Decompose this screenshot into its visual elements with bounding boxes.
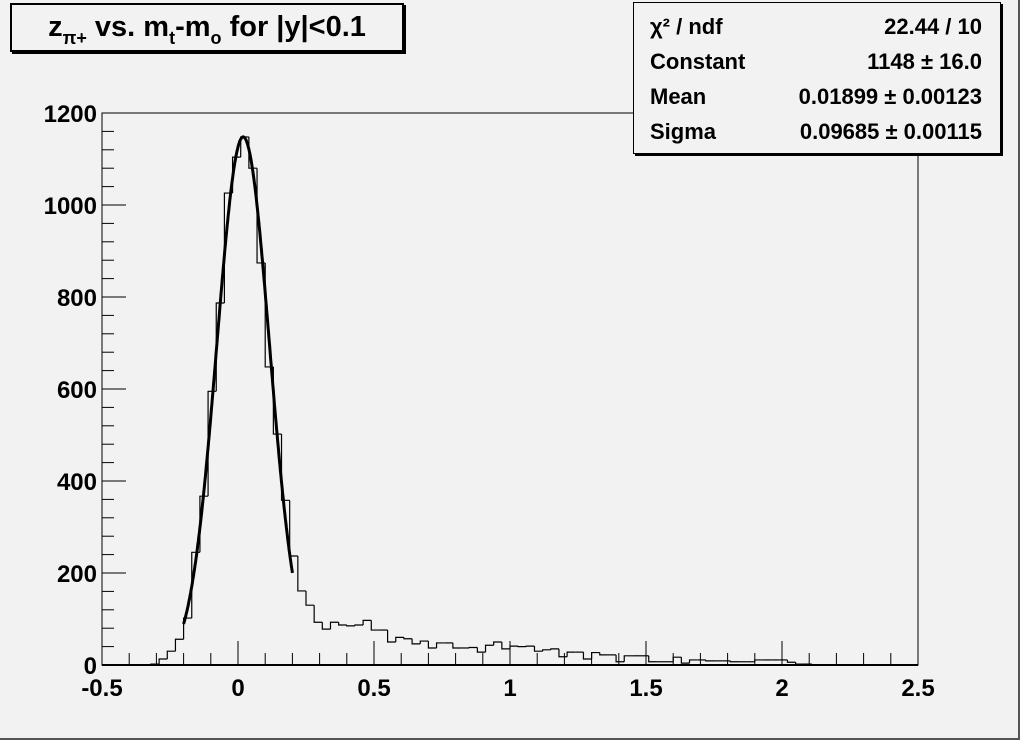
histogram-bin bbox=[615, 654, 625, 663]
histogram-bin bbox=[158, 658, 168, 665]
histogram-bin bbox=[280, 434, 290, 501]
histogram-bin bbox=[338, 622, 347, 626]
histogram-bin bbox=[166, 650, 176, 660]
stats-value: 0.01899 ± 0.00123 bbox=[798, 84, 982, 109]
y-tick-label: 0 bbox=[84, 653, 97, 680]
stats-value: 1148 ± 16.0 bbox=[867, 49, 982, 74]
stats-row-mean: Mean 0.01899 ± 0.00123 bbox=[650, 79, 982, 115]
histogram-bin bbox=[533, 646, 543, 652]
histogram-bin bbox=[493, 641, 502, 646]
histogram-bin bbox=[566, 651, 576, 657]
x-tick-label: 2.5 bbox=[901, 675, 934, 702]
histogram-bin bbox=[183, 617, 192, 640]
histogram-bin bbox=[729, 660, 739, 663]
histogram-bin bbox=[419, 640, 429, 644]
histogram-bin bbox=[550, 648, 559, 650]
stats-label: Constant bbox=[650, 49, 746, 74]
histogram-bin bbox=[452, 642, 462, 649]
x-tick-label: 2 bbox=[775, 675, 788, 702]
histogram-bin bbox=[435, 642, 445, 648]
histogram-bin bbox=[313, 605, 323, 623]
histogram-bin bbox=[362, 619, 372, 625]
histogram-bin bbox=[501, 642, 510, 650]
histogram-bin bbox=[321, 622, 331, 630]
y-tick-label: 200 bbox=[57, 561, 97, 588]
histogram-bin bbox=[370, 620, 380, 631]
fit-stats-box: χ² / ndf 22.44 / 10 Constant 1148 ± 16.0 M… bbox=[633, 2, 1001, 154]
histogram-title: zπ+ vs. mt-mo for |y|<0.1 bbox=[10, 3, 404, 52]
histogram-bin bbox=[329, 621, 339, 630]
histogram-bin bbox=[387, 630, 396, 643]
plot-frame bbox=[101, 112, 919, 666]
histogram-bin bbox=[403, 637, 413, 640]
histogram-bin bbox=[786, 659, 796, 663]
histogram-bin bbox=[648, 655, 657, 663]
histogram-bin bbox=[427, 641, 437, 649]
x-tick-label: 1 bbox=[503, 675, 516, 702]
stats-label: χ² / ndf bbox=[650, 14, 723, 39]
stats-row-constant: Constant 1148 ± 16.0 bbox=[650, 44, 982, 80]
histogram-bin bbox=[305, 590, 315, 606]
x-tick-label: 1.5 bbox=[629, 675, 662, 702]
histogram-bin bbox=[705, 659, 714, 662]
histogram-bin bbox=[680, 657, 690, 664]
y-tick-label: 400 bbox=[57, 469, 97, 496]
histogram-bin bbox=[174, 638, 184, 652]
stats-row-chi2: χ² / ndf 22.44 / 10 bbox=[650, 9, 982, 45]
y-tick-label: 1000 bbox=[44, 193, 97, 220]
stats-label: Mean bbox=[650, 84, 707, 109]
histogram-bin bbox=[411, 638, 421, 645]
x-tick-label: -0.5 bbox=[81, 675, 122, 702]
stats-label: Sigma bbox=[650, 119, 717, 144]
histogram-bin bbox=[297, 555, 306, 592]
gaussian-fit-curve bbox=[182, 135, 294, 625]
x-tick-label: 0 bbox=[231, 675, 244, 702]
x-tick-label: 0.5 bbox=[357, 675, 390, 702]
histogram-bin bbox=[346, 624, 355, 627]
stats-value: 22.44 / 10 bbox=[884, 14, 982, 39]
histogram-bin bbox=[582, 652, 592, 660]
histogram-bin bbox=[395, 636, 404, 642]
histogram-bin bbox=[599, 652, 608, 656]
histogram-bin bbox=[623, 655, 633, 662]
y-tick-label: 800 bbox=[57, 285, 97, 312]
y-tick-label: 1200 bbox=[44, 101, 97, 128]
histogram-bin bbox=[688, 659, 698, 664]
histogram-bin bbox=[484, 644, 494, 653]
histogram-bin bbox=[476, 647, 486, 653]
stats-value: 0.09685 ± 0.00115 bbox=[799, 119, 982, 144]
histogram-bin bbox=[354, 624, 364, 626]
y-tick-label: 600 bbox=[57, 377, 97, 404]
stats-row-sigma: Sigma 0.09685 ± 0.00115 bbox=[650, 114, 982, 150]
histogram-bin bbox=[542, 649, 551, 652]
